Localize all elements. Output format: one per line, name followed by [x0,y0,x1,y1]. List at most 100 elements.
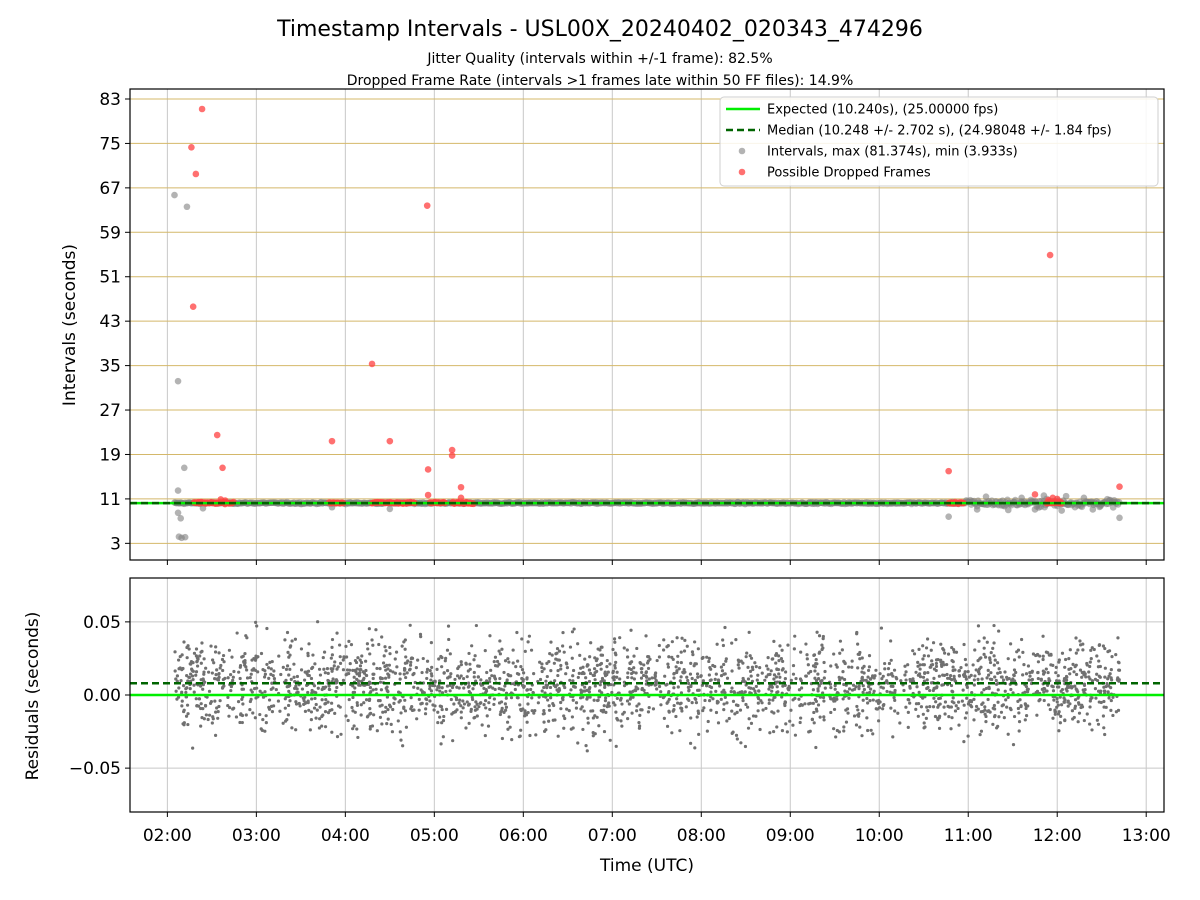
residual-point [277,654,281,658]
residual-point [637,720,641,725]
top-y-tick-label: 67 [99,179,121,199]
residual-point [1046,670,1050,675]
residual-point [357,674,362,678]
residual-point [1103,646,1107,651]
residual-point [513,687,517,692]
residual-point [922,663,926,667]
residual-point [972,683,976,687]
residual-point [807,671,811,675]
residual-point [738,708,743,712]
residual-point [236,700,241,704]
residual-point [984,686,988,691]
residual-point [265,626,269,631]
residual-point [482,703,486,707]
residual-point [402,668,407,672]
residual-point [693,696,697,701]
residual-point [919,705,924,709]
residual-point [602,729,607,734]
residual-point [867,654,872,658]
residual-point [214,673,218,677]
residual-point [542,720,546,724]
residual-point [625,648,629,652]
residual-point [538,660,542,664]
residual-point [891,674,895,678]
residual-point [780,648,784,652]
residual-point [448,689,452,693]
x-tick-label: 03:00 [232,826,281,846]
residual-point [715,642,719,646]
residual-point [748,654,752,658]
residual-point [259,727,263,731]
residual-point [902,688,906,693]
residual-point [903,673,907,677]
residual-point [547,708,552,712]
residual-point [963,657,968,662]
residual-point [341,658,345,662]
residual-point [245,636,249,640]
residual-point [187,647,191,651]
residual-point [780,668,784,672]
residual-point [986,697,990,702]
residual-point [1066,704,1070,708]
residual-point [813,669,817,673]
residual-point [866,668,871,673]
residual-point [559,700,563,705]
residual-point [252,657,256,661]
residual-point [352,675,356,679]
residual-point [439,742,443,746]
residual-point [906,663,910,667]
residual-point [957,669,961,673]
residual-point [988,677,993,681]
residual-point [317,726,322,730]
residual-point [474,700,478,704]
residual-point [799,650,803,654]
residual-point [1035,713,1039,717]
residual-point [479,678,483,682]
residual-point [382,654,386,658]
residual-point [934,664,939,669]
residual-point [420,691,425,695]
residual-point [974,704,979,709]
residual-point [525,688,530,692]
residual-point [364,698,369,702]
residual-point [310,688,314,693]
residual-point [381,710,385,714]
residual-point [583,657,587,661]
residual-point [540,662,544,666]
residual-point [310,666,314,671]
residual-point [934,668,938,673]
residual-point [982,636,986,640]
residual-point [860,675,864,679]
residual-point [231,675,235,679]
residual-point [1011,743,1016,747]
residual-point [941,647,945,651]
residual-point [253,716,257,720]
residual-point [929,663,933,667]
residual-point [267,705,271,710]
residual-point [241,702,245,706]
residual-point [445,669,450,673]
residual-point [294,702,299,706]
residual-point [807,702,811,706]
residual-point [872,689,876,693]
residual-point [182,708,186,712]
residual-point [333,660,337,664]
residual-point [210,721,214,725]
legend-dropped-marker [738,168,746,176]
residual-point [946,676,950,680]
residual-point [1109,668,1113,672]
residual-point [996,700,1000,704]
residual-point [966,734,970,738]
residual-point [599,667,603,671]
residual-point [383,676,388,680]
residual-point [289,677,293,682]
residual-point [613,666,617,670]
residual-point [857,687,861,691]
residual-point [992,663,996,667]
residual-point [992,703,996,708]
residual-point [1058,695,1062,699]
residual-point [335,685,339,690]
residual-point [862,671,866,675]
residual-point [887,661,892,666]
residual-point [772,711,776,715]
